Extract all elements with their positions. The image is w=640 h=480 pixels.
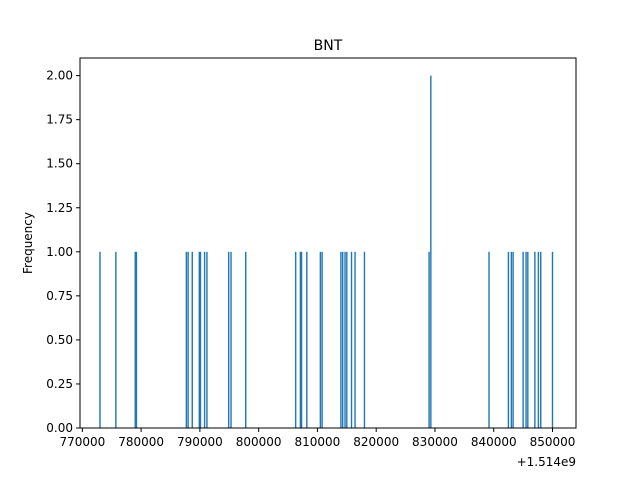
histogram-bar: [230, 251, 232, 428]
histogram-bar: [227, 251, 230, 428]
y-tick-label: 1.25: [46, 201, 73, 215]
histogram-bar: [341, 251, 344, 428]
x-tick-label: 790000: [177, 435, 223, 449]
y-axis: 0.00 0.25 0.50 0.75 1.00 1.25 1.50 1.75 2.00: [46, 69, 80, 435]
x-tick-label: 770000: [59, 435, 105, 449]
y-tick-label: 0.00: [46, 421, 73, 435]
histogram-bar: [340, 251, 342, 428]
histogram-bar: [507, 251, 510, 428]
bars-group: [99, 75, 554, 429]
x-tick-label: 830000: [412, 435, 458, 449]
plot-area-frame: [79, 57, 577, 429]
histogram-bar: [522, 251, 524, 428]
y-tick-label: 0.25: [46, 377, 73, 391]
histogram-bar: [199, 251, 202, 428]
x-tick-label: 810000: [295, 435, 341, 449]
histogram-bar: [534, 251, 536, 428]
histogram-bar: [430, 75, 432, 429]
x-tick-label: 850000: [530, 435, 576, 449]
x-axis: 770000 780000 790000 800000 810000 820000 8300…: [59, 428, 575, 449]
histogram-bar: [344, 251, 346, 428]
histogram-bar: [203, 251, 206, 428]
histogram-bar: [537, 251, 540, 428]
x-tick-label: 800000: [236, 435, 282, 449]
y-tick-label: 0.50: [46, 333, 73, 347]
histogram-bar: [363, 251, 366, 428]
histogram-bar: [187, 251, 189, 428]
y-tick-label: 1.75: [46, 113, 73, 127]
y-axis-label: Frequency: [21, 212, 35, 274]
histogram-bar: [428, 251, 430, 428]
histogram-bar: [185, 251, 188, 428]
histogram-bar: [346, 251, 348, 428]
histogram-bar: [350, 251, 353, 428]
x-axis-offset-label: +1.514e9: [517, 455, 576, 469]
histogram-bar: [525, 251, 527, 428]
histogram-bar: [99, 251, 101, 428]
x-tick-label: 840000: [471, 435, 517, 449]
histogram-bar: [115, 251, 117, 428]
x-tick-label: 780000: [118, 435, 164, 449]
histogram-bar: [510, 251, 513, 428]
chart-title: BNT: [314, 38, 343, 54]
histogram-bar: [306, 251, 308, 428]
histogram-bar: [512, 251, 514, 428]
y-tick-label: 2.00: [46, 69, 73, 83]
histogram-bar: [206, 251, 208, 428]
histogram-bar: [191, 251, 193, 428]
histogram-bar: [198, 251, 200, 428]
histogram-bar: [245, 251, 247, 428]
y-tick-label: 0.75: [46, 289, 73, 303]
histogram-bar: [321, 251, 323, 428]
histogram-bar: [527, 251, 529, 428]
histogram-bar: [300, 251, 303, 428]
histogram-bar: [135, 251, 138, 428]
histogram-bar: [299, 251, 302, 428]
histogram-bar: [319, 251, 322, 428]
y-tick-label: 1.00: [46, 245, 73, 259]
y-tick-label: 1.50: [46, 157, 73, 171]
histogram-bar: [551, 251, 554, 428]
histogram-bar: [488, 251, 490, 428]
histogram-bar: [134, 251, 136, 428]
histogram-bar: [540, 251, 542, 428]
x-tick-label: 820000: [353, 435, 399, 449]
histogram-bar: [294, 251, 297, 428]
histogram-bar: [354, 251, 356, 428]
